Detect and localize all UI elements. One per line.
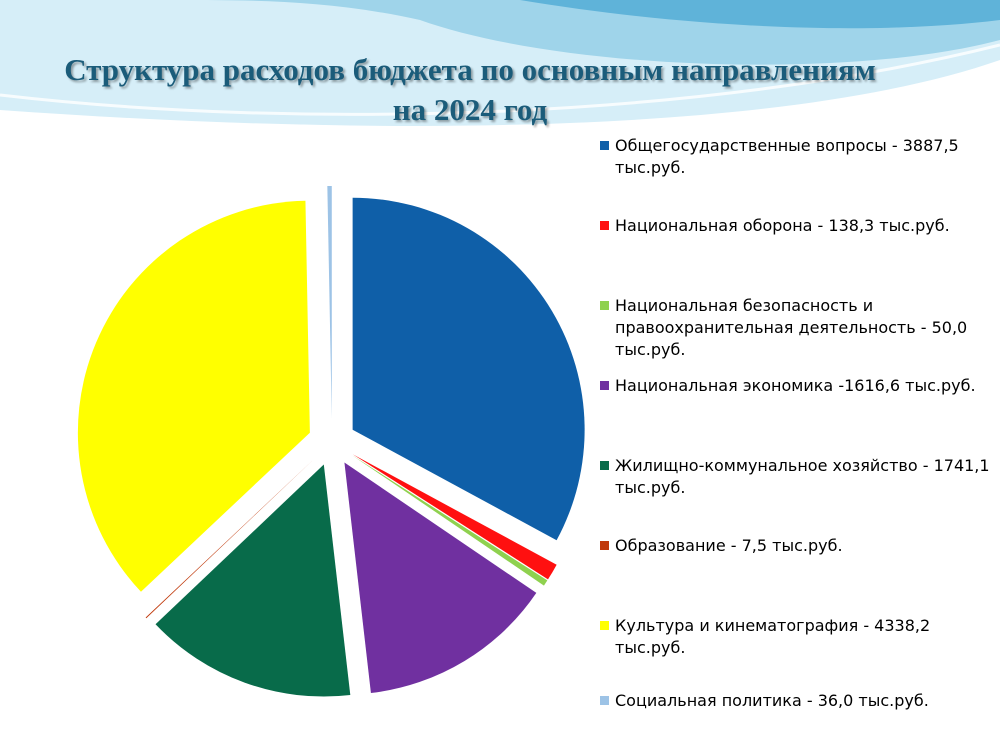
pie-slices (77, 186, 585, 697)
chart-title: Структура расходов бюджета по основным н… (64, 52, 876, 127)
background-waves (0, 0, 1000, 126)
legend-label: Социальная политика - 36,0 тыс.руб. (615, 691, 929, 710)
legend-item-8: Социальная политика - 36,0 тыс.руб. (600, 690, 995, 712)
legend-swatch (600, 461, 609, 470)
legend-item-3: Национальная безопасность и правоохранит… (600, 295, 995, 361)
pie-slice-8 (327, 186, 332, 419)
pie-slice-3 (352, 455, 548, 586)
legend-swatch (600, 221, 609, 230)
pie-chart (77, 186, 585, 697)
wave-line (0, 43, 1000, 116)
pie-slice-7 (77, 200, 310, 592)
wave-dark (520, 0, 1000, 29)
legend-label: Культура и кинематография - 4338,2 тыс.р… (615, 616, 931, 657)
legend-item-7: Культура и кинематография - 4338,2 тыс.р… (600, 615, 995, 659)
pie-slice-5 (155, 464, 351, 697)
legend-item-4: Национальная экономика -1616,6 тыс.руб. (600, 375, 995, 397)
pie-slice-1 (352, 197, 585, 541)
pie-slice-2 (352, 454, 557, 580)
legend-swatch (600, 301, 609, 310)
legend-swatch (600, 381, 609, 390)
legend-label: Общегосударственные вопросы - 3887,5 тыс… (615, 136, 959, 177)
legend-label: Национальная экономика -1616,6 тыс.руб. (615, 376, 976, 395)
chart-legend: Общегосударственные вопросы - 3887,5 тыс… (600, 135, 995, 725)
legend-item-1: Общегосударственные вопросы - 3887,5 тыс… (600, 135, 995, 179)
pie-slice-6 (145, 458, 315, 619)
legend-label: Национальная оборона - 138,3 тыс.руб. (615, 216, 950, 235)
legend-swatch (600, 141, 609, 150)
legend-item-2: Национальная оборона - 138,3 тыс.руб. (600, 215, 995, 237)
legend-label: Национальная безопасность и правоохранит… (615, 296, 968, 359)
legend-label: Жилищно-коммунальное хозяйство - 1741,1 … (615, 456, 990, 497)
legend-swatch (600, 621, 609, 630)
legend-item-6: Образование - 7,5 тыс.руб. (600, 535, 995, 557)
legend-swatch (600, 696, 609, 705)
legend-swatch (600, 541, 609, 550)
pie-slice-4 (344, 462, 537, 694)
legend-item-5: Жилищно-коммунальное хозяйство - 1741,1 … (600, 455, 995, 499)
legend-label: Образование - 7,5 тыс.руб. (615, 536, 843, 555)
